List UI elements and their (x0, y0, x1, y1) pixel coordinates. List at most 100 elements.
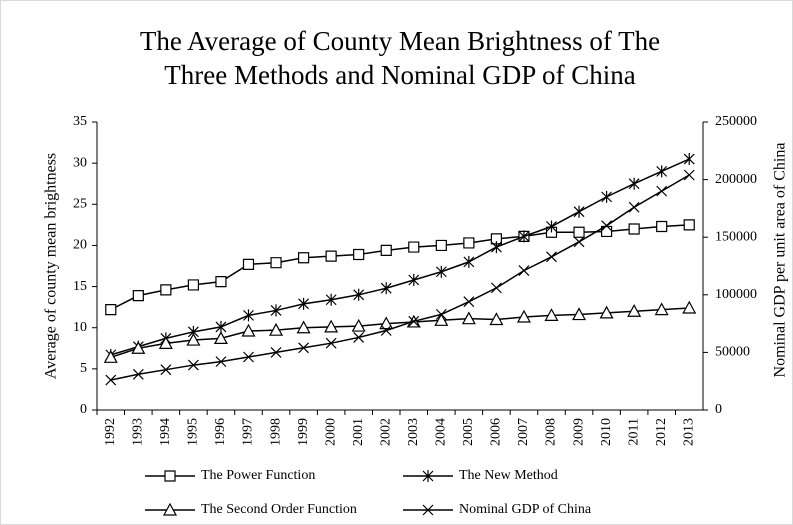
marker (186, 332, 201, 346)
marker (215, 356, 227, 368)
marker (160, 284, 172, 296)
marker (298, 342, 310, 354)
x-tick-label: 1995 (186, 418, 201, 446)
marker (435, 308, 447, 320)
marker (243, 351, 254, 363)
marker (544, 308, 559, 321)
marker (422, 504, 434, 516)
marker (656, 220, 668, 233)
marker (270, 346, 282, 358)
marker (269, 322, 284, 336)
marker (601, 220, 613, 232)
marker (490, 282, 502, 294)
marker (408, 273, 420, 286)
x-tick-label: 2007 (516, 418, 531, 446)
series-line (110, 307, 690, 359)
marker (325, 337, 337, 349)
y-tick-label: 20 (73, 238, 87, 253)
y2-tick-label: 200000 (715, 172, 757, 187)
marker (132, 290, 144, 302)
y2-tick-label: 100000 (715, 287, 757, 302)
y-tick-label: 0 (80, 402, 87, 417)
x-tick-label: 2012 (654, 418, 669, 446)
marker (518, 265, 530, 277)
marker (325, 250, 337, 262)
x-tick-label: 2005 (461, 418, 476, 446)
marker (353, 331, 365, 343)
marker (241, 323, 256, 337)
marker (628, 177, 640, 190)
marker (380, 282, 392, 295)
marker (131, 341, 146, 354)
x-tick-label: 2002 (378, 418, 393, 446)
marker (573, 236, 585, 248)
marker (434, 313, 449, 326)
marker (683, 169, 695, 181)
marker (353, 288, 365, 301)
marker (422, 470, 434, 482)
marker (490, 241, 502, 254)
marker (105, 374, 117, 386)
x-tick-label: 2006 (489, 418, 504, 446)
series-line (110, 158, 690, 356)
x-tick-label: 2013 (681, 418, 696, 446)
y-tick-label: 5 (80, 361, 87, 376)
marker (325, 293, 337, 306)
marker (654, 302, 669, 316)
marker (435, 239, 447, 252)
marker (601, 190, 613, 203)
x-tick-label: 1992 (103, 418, 118, 446)
y2-tick-label: 50000 (715, 345, 750, 360)
marker (599, 305, 614, 319)
marker (628, 201, 640, 213)
marker (463, 255, 475, 268)
y-tick-label: 10 (73, 320, 87, 335)
chart-title: Three Methods and Nominal GDP of China (164, 60, 635, 90)
marker (132, 368, 144, 380)
legend-label: The Second Order Function (201, 502, 357, 517)
marker (270, 257, 282, 269)
marker (187, 279, 200, 291)
marker (162, 502, 178, 516)
marker (461, 311, 476, 325)
marker (351, 318, 366, 332)
marker (516, 309, 531, 323)
marker (215, 320, 227, 333)
marker (546, 220, 557, 233)
marker (242, 258, 255, 270)
marker (573, 205, 585, 218)
x-tick-label: 2004 (434, 418, 449, 446)
marker (656, 165, 668, 178)
marker (408, 241, 420, 253)
marker (324, 319, 339, 333)
x-tick-label: 1993 (131, 418, 146, 446)
y-tick-label: 35 (73, 114, 87, 129)
y2-tick-label: 150000 (715, 229, 757, 244)
marker (683, 153, 695, 166)
x-tick-label: 1999 (296, 418, 311, 446)
marker (379, 316, 394, 330)
marker (160, 364, 172, 376)
marker (490, 233, 503, 245)
marker (656, 185, 668, 197)
series-line (110, 224, 690, 311)
series-line (110, 174, 690, 381)
marker (463, 296, 475, 308)
marker (187, 359, 199, 371)
x-tick-label: 2003 (406, 418, 421, 446)
marker (270, 304, 282, 317)
x-tick-label: 1998 (268, 418, 283, 446)
y2-tick-label: 250000 (715, 114, 757, 129)
marker (435, 265, 447, 278)
marker (573, 226, 585, 238)
marker (105, 304, 117, 316)
x-tick-label: 2000 (323, 418, 338, 446)
marker (572, 307, 587, 321)
marker (463, 237, 475, 249)
y2-tick-label: 0 (715, 402, 722, 417)
x-tick-label: 2011 (626, 418, 641, 445)
chart-title: The Average of County Mean Brightness of… (140, 26, 660, 56)
marker (213, 331, 228, 345)
